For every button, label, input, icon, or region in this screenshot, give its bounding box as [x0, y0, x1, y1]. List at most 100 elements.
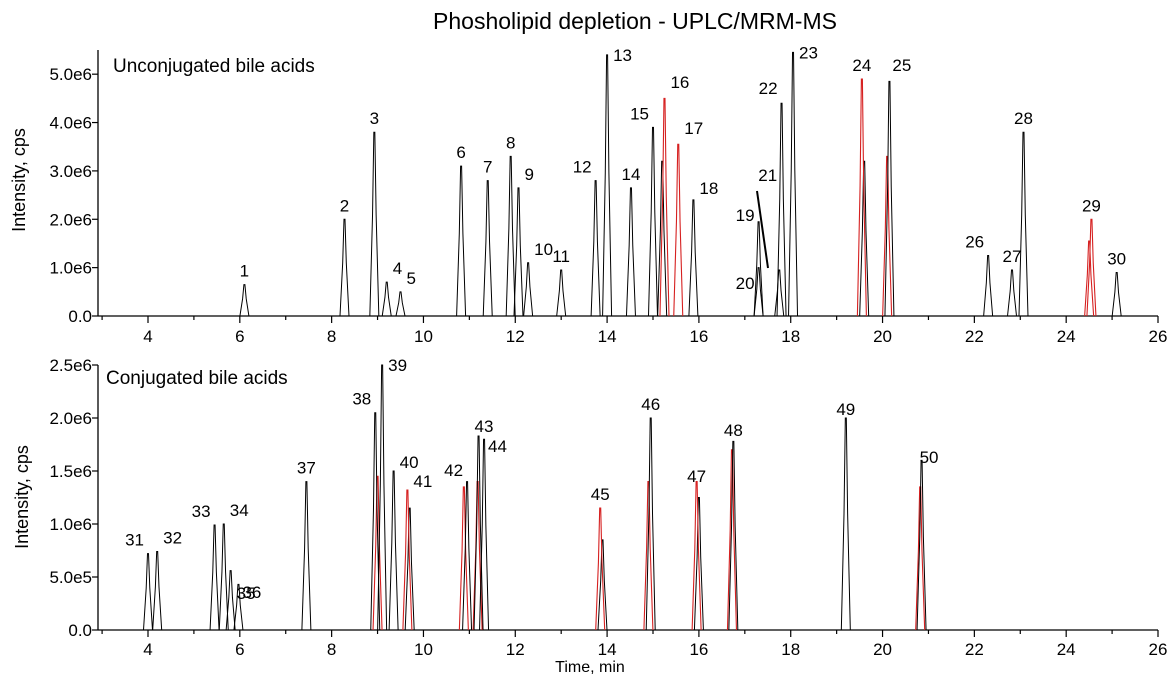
panel-conjugated: Conjugated bile acids Intensity, cps 0.0… — [12, 356, 1167, 676]
peak-label-16: 16 — [670, 73, 689, 92]
peak-label-19: 19 — [736, 206, 755, 225]
peak-39 — [377, 364, 388, 631]
peak-label-34: 34 — [230, 501, 249, 520]
bottom-y-tick-label: 2.5e6 — [49, 356, 92, 375]
bottom-x-tick-label: 8 — [327, 640, 336, 659]
bottom-overlay-peak — [693, 497, 704, 631]
peak-50 — [916, 459, 927, 631]
peak-15 — [648, 126, 658, 317]
peak-29 — [1086, 218, 1097, 317]
panel-unconjugated: Unconjugated bile acids Intensity, cps 0… — [9, 43, 1167, 346]
peak-26 — [983, 255, 994, 317]
peak-label-7: 7 — [483, 158, 492, 177]
peak-label-48: 48 — [724, 421, 743, 440]
top-x-tick-label: 8 — [327, 327, 336, 346]
peak-label-11: 11 — [552, 247, 570, 266]
peak-label-47: 47 — [687, 467, 706, 486]
top-y-tick-label: 5.0e6 — [49, 65, 92, 84]
peak-label-25: 25 — [892, 56, 911, 75]
top-x-tick-label: 20 — [873, 327, 892, 346]
bottom-y-ticks: 0.0 5.0e5 1.0e6 1.5e6 2.0e6 2.5e6 — [49, 356, 98, 640]
top-x-tick-label: 22 — [965, 327, 984, 346]
peak-label-45: 45 — [591, 485, 610, 504]
peak-label-8: 8 — [506, 133, 515, 152]
bottom-x-tick-label: 14 — [598, 640, 617, 659]
peak-label-31: 31 — [125, 531, 144, 550]
top-y-tick-label: 1.0e6 — [49, 259, 92, 278]
top-x-tick-label: 12 — [506, 327, 525, 346]
peak-label-40: 40 — [400, 453, 419, 472]
top-y-tick-label: 2.0e6 — [49, 210, 92, 229]
peak-label-35: 35 — [237, 584, 256, 603]
peak-17 — [673, 143, 684, 317]
peak-44 — [479, 438, 490, 631]
top-x-tick-label: 24 — [1057, 327, 1076, 346]
peak-34 — [218, 523, 229, 631]
bottom-x-tick-label: 6 — [235, 640, 244, 659]
top-x-tick-label: 16 — [689, 327, 708, 346]
bottom-overlay-peak — [372, 475, 383, 631]
peak-9 — [513, 187, 524, 317]
bottom-panel-title: Conjugated bile acids — [106, 368, 288, 389]
peak-40 — [388, 470, 399, 631]
bottom-y-axis-label: Intensity, cps — [12, 445, 32, 549]
peak-label-43: 43 — [475, 417, 494, 436]
peak-label-44: 44 — [488, 437, 507, 456]
peak-label-41: 41 — [413, 472, 432, 491]
peak-label-4: 4 — [393, 259, 402, 278]
peak-label-36: 36 — [242, 583, 261, 602]
top-overlay-peak — [657, 160, 668, 317]
top-overlay-peak — [859, 160, 870, 317]
bottom-overlay-peak — [643, 481, 654, 631]
peak-22 — [776, 102, 787, 317]
peak-43 — [473, 435, 484, 631]
bottom-overlay-peak — [404, 507, 415, 631]
peak-37 — [301, 481, 312, 631]
peak-label-5: 5 — [407, 269, 416, 288]
peak-label-24: 24 — [852, 56, 871, 75]
bottom-x-tick-label: 26 — [1149, 640, 1168, 659]
top-overlay-peak — [882, 155, 893, 317]
peak-27 — [1007, 269, 1018, 317]
peak-label-10: 10 — [534, 240, 553, 259]
peak-label-28: 28 — [1014, 109, 1033, 128]
peak-label-15: 15 — [630, 104, 649, 123]
peak-label-26: 26 — [965, 233, 984, 252]
peak-41 — [402, 489, 413, 631]
peak-24 — [856, 78, 867, 317]
top-x-tick-label: 10 — [414, 327, 433, 346]
bottom-y-tick-label: 0.0 — [68, 621, 92, 640]
peak-label-2: 2 — [340, 196, 349, 215]
bottom-y-tick-label: 5.0e5 — [49, 568, 92, 587]
peak-5 — [395, 291, 406, 317]
peak-label-6: 6 — [456, 143, 465, 162]
top-x-tick-label: 4 — [143, 327, 152, 346]
peak-label-46: 46 — [641, 395, 660, 414]
peak-25 — [884, 80, 895, 317]
peak-label-30: 30 — [1107, 249, 1126, 268]
peak-label-33: 33 — [192, 502, 211, 521]
bottom-y-tick-label: 1.5e6 — [49, 462, 92, 481]
top-x-ticks: 4 6 8 10 12 14 16 18 20 22 24 26 — [101, 316, 1168, 346]
bottom-traces — [143, 364, 927, 631]
peak-42 — [462, 481, 473, 631]
bottom-x-tick-label: 12 — [506, 640, 525, 659]
peak-18 — [688, 199, 699, 317]
peak-20 — [753, 267, 764, 317]
peak-label-39: 39 — [388, 356, 407, 375]
top-y-ticks: 0.0 1.0e6 2.0e6 3.0e6 4.0e6 5.0e6 — [49, 65, 98, 326]
bottom-x-tick-label: 10 — [414, 640, 433, 659]
peak-2 — [339, 218, 350, 317]
peak-label-13: 13 — [613, 46, 632, 65]
top-y-axis-label: Intensity, cps — [9, 128, 29, 232]
peak-32 — [152, 551, 163, 631]
peak-28 — [1018, 131, 1029, 317]
bottom-x-tick-label: 4 — [143, 640, 152, 659]
peak-label-49: 49 — [836, 400, 855, 419]
top-x-tick-label: 26 — [1149, 327, 1168, 346]
top-panel-title: Unconjugated bile acids — [113, 56, 315, 77]
peak-36 — [233, 583, 244, 631]
peak-30 — [1111, 271, 1122, 317]
